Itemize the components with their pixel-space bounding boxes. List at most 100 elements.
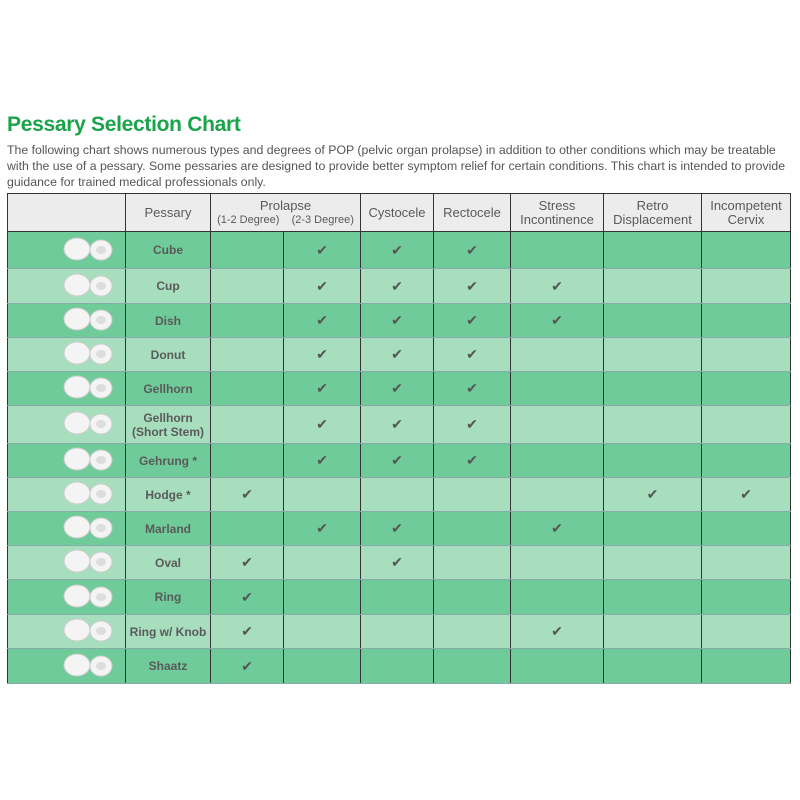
check-icon: ✔ <box>391 277 403 294</box>
check-cell: ✔ <box>701 477 791 512</box>
pessary-image-icon <box>63 375 113 399</box>
check-cell <box>433 614 511 649</box>
check-cell <box>283 648 361 684</box>
check-cell <box>701 303 791 338</box>
check-cell: ✔ <box>603 477 702 512</box>
check-icon: ✔ <box>391 346 403 362</box>
check-icon: ✔ <box>391 520 403 536</box>
check-icon: ✔ <box>391 416 403 432</box>
table-row: Marland ✔ ✔ ✔ <box>7 511 791 546</box>
check-cell <box>210 405 284 444</box>
header-cystocele: Cystocele <box>360 193 434 232</box>
header-prolapse: Prolapse (1-2 Degree) (2-3 Degree) <box>210 193 361 232</box>
check-cell: ✔ <box>283 268 361 304</box>
pessary-name: Ring <box>125 579 211 615</box>
check-cell: ✔ <box>360 545 434 580</box>
check-icon: ✔ <box>316 312 328 328</box>
check-icon: ✔ <box>241 623 253 639</box>
check-icon: ✔ <box>391 380 403 396</box>
check-cell <box>210 268 284 304</box>
check-icon: ✔ <box>316 380 328 396</box>
check-icon: ✔ <box>391 554 403 570</box>
check-icon: ✔ <box>551 623 563 639</box>
table-row: Cube ✔ ✔ ✔ <box>7 231 791 269</box>
pessary-name: Hodge * <box>125 477 211 512</box>
check-cell <box>603 303 702 338</box>
check-cell: ✔ <box>210 545 284 580</box>
check-icon: ✔ <box>466 380 478 396</box>
check-cell <box>510 337 604 372</box>
pessary-image-icon <box>63 618 113 642</box>
table-row: Oval ✔ ✔ <box>7 545 791 580</box>
check-cell: ✔ <box>360 371 434 406</box>
check-icon: ✔ <box>466 277 478 294</box>
check-cell <box>360 477 434 512</box>
check-cell: ✔ <box>360 443 434 478</box>
check-cell <box>603 405 702 444</box>
check-cell: ✔ <box>510 268 604 304</box>
check-cell <box>510 443 604 478</box>
check-icon: ✔ <box>316 416 328 432</box>
check-cell <box>603 443 702 478</box>
check-cell <box>283 545 361 580</box>
check-cell <box>210 371 284 406</box>
pessary-name: Shaatz <box>125 648 211 684</box>
pessary-name: Donut <box>125 337 211 372</box>
pessary-image-icon <box>63 584 113 607</box>
check-icon: ✔ <box>466 346 478 362</box>
check-icon: ✔ <box>241 554 253 570</box>
header-row: Pessary Prolapse (1-2 Degree) (2-3 Degree… <box>7 193 791 232</box>
check-icon: ✔ <box>391 452 403 468</box>
check-cell <box>701 337 791 372</box>
check-icon: ✔ <box>391 312 403 328</box>
check-cell <box>701 371 791 406</box>
check-icon: ✔ <box>241 657 253 674</box>
check-cell <box>510 545 604 580</box>
check-cell <box>603 371 702 406</box>
table-row: Donut ✔ ✔ ✔ <box>7 337 791 372</box>
check-cell <box>701 579 791 615</box>
header-image <box>7 193 126 232</box>
table-row: Dish ✔ ✔ ✔ ✔ <box>7 303 791 338</box>
check-cell: ✔ <box>433 303 511 338</box>
check-cell: ✔ <box>360 231 434 269</box>
check-cell <box>603 337 702 372</box>
check-cell <box>701 545 791 580</box>
pessary-image-icon <box>63 653 113 676</box>
pessary-image-icon <box>63 307 113 331</box>
check-cell <box>701 614 791 649</box>
check-cell: ✔ <box>360 337 434 372</box>
check-cell <box>210 303 284 338</box>
check-icon: ✔ <box>646 486 659 502</box>
check-cell <box>360 579 434 615</box>
check-cell: ✔ <box>360 511 434 546</box>
table-row: Gellhorn (Short Stem) ✔ ✔ ✔ <box>7 405 791 444</box>
check-cell <box>510 579 604 615</box>
check-cell: ✔ <box>283 337 361 372</box>
pessary-name: Dish <box>125 303 211 338</box>
table-row: Ring ✔ <box>7 579 791 615</box>
check-icon: ✔ <box>466 312 478 328</box>
check-cell <box>433 648 511 684</box>
intro-text: The following chart shows numerous types… <box>7 143 786 189</box>
check-cell: ✔ <box>210 614 284 649</box>
check-icon: ✔ <box>316 241 328 258</box>
check-icon: ✔ <box>466 241 478 258</box>
check-icon: ✔ <box>316 520 328 536</box>
check-cell <box>210 231 284 269</box>
check-cell <box>433 511 511 546</box>
check-cell <box>360 614 434 649</box>
header-prolapse-1-2: (1-2 Degree) <box>217 213 280 226</box>
check-icon: ✔ <box>316 346 328 362</box>
pessary-image-icon <box>63 515 113 539</box>
table-row: Shaatz ✔ <box>7 648 791 684</box>
pessary-image <box>7 443 126 478</box>
header-pessary: Pessary <box>125 193 211 232</box>
pessary-image <box>7 511 126 546</box>
check-cell <box>701 511 791 546</box>
check-cell: ✔ <box>283 443 361 478</box>
check-cell: ✔ <box>433 231 511 269</box>
table-row: Hodge * ✔ ✔ ✔ <box>7 477 791 512</box>
check-cell: ✔ <box>283 405 361 444</box>
check-cell: ✔ <box>433 371 511 406</box>
